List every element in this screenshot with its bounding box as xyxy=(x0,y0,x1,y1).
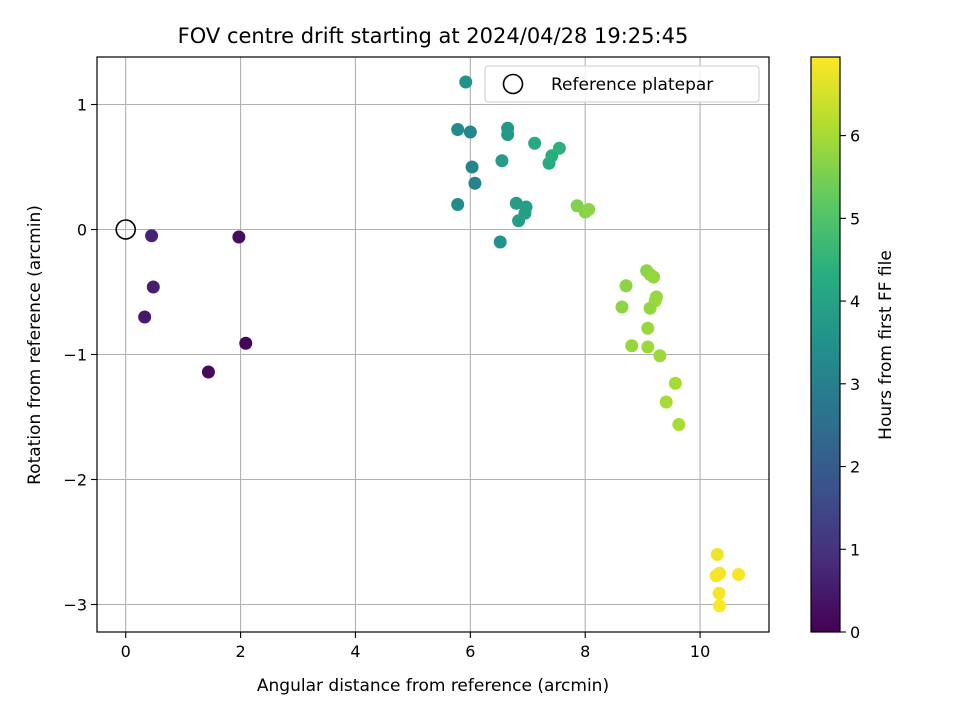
data-point xyxy=(672,418,686,431)
colorbar-tick-label: 6 xyxy=(850,127,860,146)
data-point xyxy=(509,196,523,210)
colorbar-tick-label: 3 xyxy=(850,375,860,394)
data-point xyxy=(146,280,160,294)
data-point xyxy=(641,321,655,335)
legend-marker-icon xyxy=(502,73,524,95)
y-tick-label: −3 xyxy=(63,596,87,615)
colorbar-label: Hours from first FF file xyxy=(876,250,896,440)
y-tick-label: 0 xyxy=(77,221,87,240)
y-tick-label: 1 xyxy=(77,96,87,115)
data-point xyxy=(732,568,746,581)
x-tick-label: 6 xyxy=(465,642,475,661)
legend-label: Reference platepar xyxy=(551,75,713,95)
y-axis-ticks: −3 −2 −1 0 1 xyxy=(63,96,97,615)
reference-platepar-marker xyxy=(115,219,137,240)
data-point xyxy=(501,128,515,141)
data-point xyxy=(713,599,727,613)
data-point xyxy=(615,300,629,314)
colorbar: 0 1 2 3 4 5 6 Hours from first FF file xyxy=(810,56,896,642)
data-point xyxy=(709,569,723,583)
data-point xyxy=(552,141,566,155)
data-point xyxy=(201,365,215,379)
data-point xyxy=(659,395,673,409)
data-point xyxy=(451,198,465,211)
x-axis-label: Angular distance from reference (arcmin) xyxy=(257,676,609,696)
data-point xyxy=(468,176,482,190)
data-point xyxy=(647,270,661,284)
legend: Reference platepar xyxy=(484,65,760,103)
data-point xyxy=(653,349,667,363)
data-point xyxy=(459,75,473,89)
x-tick-label: 4 xyxy=(350,642,360,661)
data-point xyxy=(512,214,526,228)
colorbar-tick-label: 5 xyxy=(850,209,860,228)
data-point xyxy=(712,586,726,600)
data-point xyxy=(582,203,596,216)
data-point xyxy=(643,301,657,315)
data-point xyxy=(710,548,724,561)
plot-frame xyxy=(96,56,770,633)
data-point xyxy=(625,339,639,353)
colorbar-ticks: 0 1 2 3 4 5 6 xyxy=(840,127,860,642)
colorbar-gradient xyxy=(810,56,841,633)
colorbar-tick-label: 4 xyxy=(850,292,860,311)
x-tick-label: 0 xyxy=(121,642,131,661)
data-point xyxy=(619,279,633,293)
y-axis-label: Rotation from reference (arcmin) xyxy=(25,205,45,485)
x-axis-ticks: 0 2 4 6 8 10 xyxy=(121,632,710,661)
data-point xyxy=(451,123,465,136)
x-tick-label: 10 xyxy=(690,642,710,661)
colorbar-tick-label: 2 xyxy=(850,458,860,477)
data-point xyxy=(668,376,682,390)
data-point xyxy=(641,340,655,354)
colorbar-tick-label: 0 xyxy=(850,623,860,642)
data-point xyxy=(239,336,253,350)
data-point xyxy=(145,229,159,243)
chart-title: FOV centre drift starting at 2024/04/28 … xyxy=(178,24,689,48)
y-tick-label: −1 xyxy=(63,346,87,365)
data-point xyxy=(495,154,509,168)
data-point xyxy=(138,310,152,324)
legend-box xyxy=(484,65,760,103)
data-point xyxy=(463,125,477,139)
data-points xyxy=(138,75,746,613)
data-point xyxy=(232,230,246,244)
data-point xyxy=(465,160,479,174)
data-point xyxy=(493,235,507,249)
x-tick-label: 8 xyxy=(580,642,590,661)
colorbar-tick-label: 1 xyxy=(850,540,860,559)
data-point xyxy=(528,136,542,150)
y-tick-label: −2 xyxy=(63,471,87,490)
x-tick-label: 2 xyxy=(235,642,245,661)
